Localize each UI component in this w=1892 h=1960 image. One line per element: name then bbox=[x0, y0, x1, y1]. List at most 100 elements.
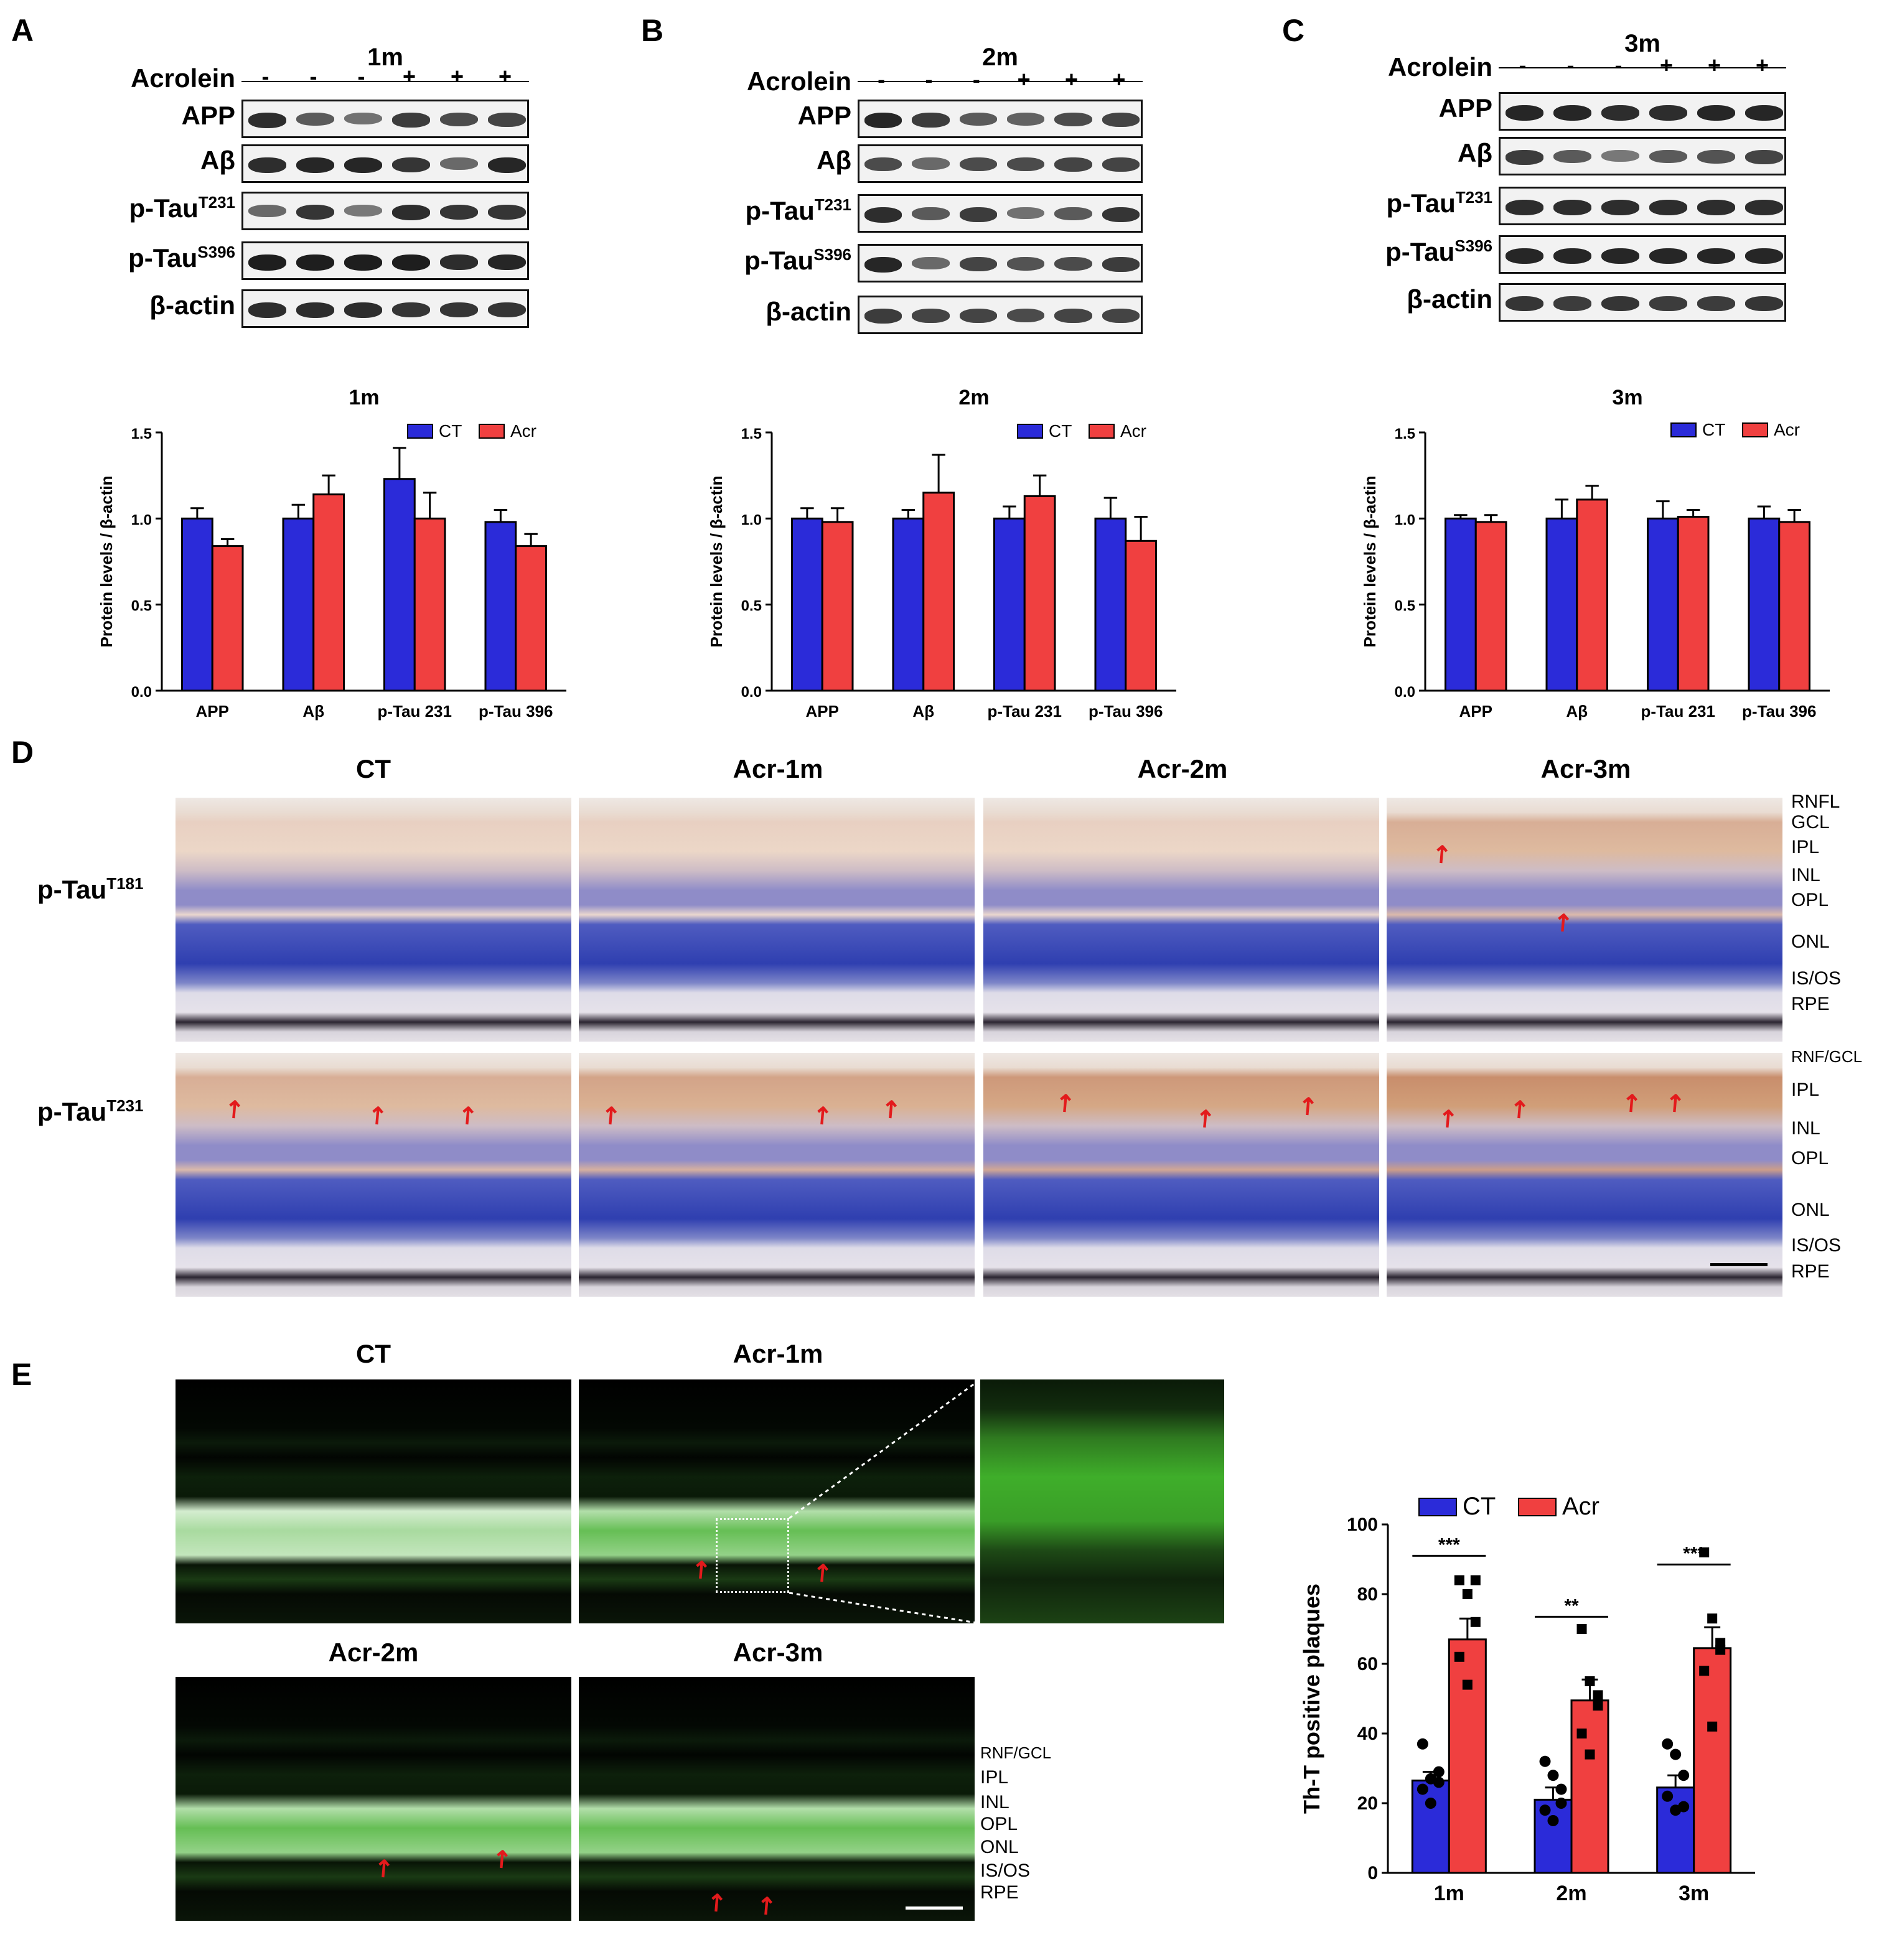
blot-title-rule bbox=[1499, 67, 1786, 68]
legend-swatch bbox=[1017, 424, 1043, 439]
y-tick-label: 0.5 bbox=[741, 598, 762, 615]
bar bbox=[1448, 1638, 1487, 1874]
data-point bbox=[1462, 1589, 1473, 1599]
blot-band bbox=[1102, 309, 1140, 323]
treatment-sign: - bbox=[1567, 52, 1575, 78]
ihc-layer-label: IPL bbox=[1791, 837, 1820, 857]
treatment-sign: + bbox=[1064, 67, 1079, 92]
blot-band bbox=[1649, 105, 1687, 121]
ihc-layer-label: RNF/GCL bbox=[1791, 1047, 1863, 1066]
chart-title: 2m bbox=[958, 386, 989, 409]
ihc-col-title: CT bbox=[356, 754, 391, 783]
fluorescence-image bbox=[176, 1379, 571, 1623]
fluo-layer-label: INL bbox=[980, 1792, 1009, 1813]
blot-band bbox=[864, 113, 902, 129]
bar bbox=[1411, 1780, 1450, 1874]
ihc-layer-label: ONL bbox=[1791, 931, 1830, 952]
fluo-title: Acr-1m bbox=[733, 1339, 823, 1368]
significance-label: *** bbox=[1683, 1543, 1705, 1564]
treatment-sign: + bbox=[1755, 52, 1769, 78]
blot-band bbox=[1007, 257, 1045, 271]
panel-label-b: B bbox=[641, 13, 664, 48]
x-tick-label: Aβ bbox=[302, 702, 324, 721]
blot-band bbox=[1745, 296, 1783, 312]
blot-title: 3m bbox=[1624, 30, 1660, 57]
blot-row-label: β-actin bbox=[766, 297, 851, 326]
bar bbox=[993, 517, 1026, 692]
bar bbox=[1693, 1647, 1732, 1874]
zoom-box bbox=[716, 1518, 789, 1593]
blot-band bbox=[864, 257, 902, 273]
ihc-image bbox=[983, 1053, 1379, 1297]
blot-row-label: p-TauS396 bbox=[744, 245, 851, 275]
blot-band bbox=[912, 207, 950, 221]
significance-label: ** bbox=[1564, 1595, 1579, 1616]
fluo-layer-label: IS/OS bbox=[980, 1860, 1031, 1881]
legend-swatch bbox=[479, 424, 505, 439]
ihc-col-title: Acr-1m bbox=[733, 754, 823, 783]
ihc-row-label: p-TauT231 bbox=[37, 1096, 144, 1126]
chart-title: 3m bbox=[1612, 386, 1642, 409]
blot-band bbox=[392, 302, 430, 318]
blot-row-label: p-TauT231 bbox=[1386, 188, 1492, 218]
treatment-sign: + bbox=[1112, 67, 1126, 92]
fluo-layer-label: RPE bbox=[980, 1882, 1019, 1903]
panel-label-a: A bbox=[11, 13, 34, 48]
blot-band bbox=[344, 302, 382, 318]
blot-band bbox=[912, 309, 950, 323]
blot-band bbox=[1506, 296, 1543, 312]
blot-band bbox=[912, 257, 950, 269]
bar bbox=[1778, 521, 1810, 692]
blot-band bbox=[440, 302, 478, 318]
bar bbox=[791, 517, 823, 692]
x-tick-label: Aβ bbox=[912, 702, 934, 721]
blot-band bbox=[440, 157, 478, 170]
y-axis-label: Protein levels / β-actin bbox=[97, 476, 116, 648]
bar bbox=[1474, 521, 1507, 692]
blot-band bbox=[1054, 157, 1092, 172]
blot-band bbox=[1054, 257, 1092, 271]
blot-band bbox=[296, 157, 334, 174]
ihc-layer-label: IS/OS bbox=[1791, 968, 1842, 989]
x-tick-label: p-Tau 231 bbox=[1641, 702, 1715, 721]
blot-band bbox=[488, 113, 526, 127]
blot-band bbox=[1697, 296, 1735, 311]
treatment-sign: - bbox=[925, 67, 933, 92]
blot-strip bbox=[241, 144, 529, 183]
legend-label: CT bbox=[1463, 1493, 1496, 1520]
blot-band bbox=[1506, 150, 1543, 165]
fluo-title: CT bbox=[356, 1339, 391, 1368]
acrolein-label: Acrolein bbox=[130, 63, 235, 93]
blot-band bbox=[959, 207, 997, 222]
treatment-sign: + bbox=[450, 63, 464, 89]
blot-band bbox=[392, 205, 430, 220]
blot-band bbox=[959, 157, 997, 172]
x-tick-label: p-Tau 396 bbox=[479, 702, 553, 721]
data-point bbox=[1678, 1770, 1690, 1781]
data-point bbox=[1433, 1776, 1445, 1788]
bar-chart-1m: 1m 0.0 0.5 1.0 1.5 Protein levels / β-actin AP… bbox=[97, 386, 566, 721]
blot-band bbox=[440, 254, 478, 270]
blot-strip bbox=[241, 192, 529, 230]
blot-band bbox=[1697, 248, 1735, 264]
data-point bbox=[1662, 1790, 1674, 1802]
blot-title: 1m bbox=[367, 44, 403, 71]
blot-title-rule bbox=[858, 81, 1143, 82]
data-point bbox=[1454, 1651, 1464, 1662]
blot-row-label: β-actin bbox=[149, 291, 235, 320]
blot-band bbox=[1102, 257, 1140, 272]
x-tick-label: Aβ bbox=[1566, 702, 1588, 721]
blot-band bbox=[864, 309, 902, 324]
blot-band bbox=[488, 205, 526, 220]
blot-row-label: APP bbox=[181, 101, 235, 130]
blot-band bbox=[1506, 248, 1543, 264]
blot-band bbox=[1601, 248, 1639, 264]
blot-band bbox=[488, 157, 526, 174]
legend-swatch bbox=[1089, 424, 1115, 439]
significance-label: *** bbox=[1438, 1534, 1460, 1555]
data-point bbox=[1425, 1798, 1436, 1809]
ihc-layer-label: GCL bbox=[1791, 812, 1830, 833]
y-tick-label: 0.5 bbox=[1395, 598, 1415, 615]
data-point bbox=[1539, 1804, 1551, 1816]
